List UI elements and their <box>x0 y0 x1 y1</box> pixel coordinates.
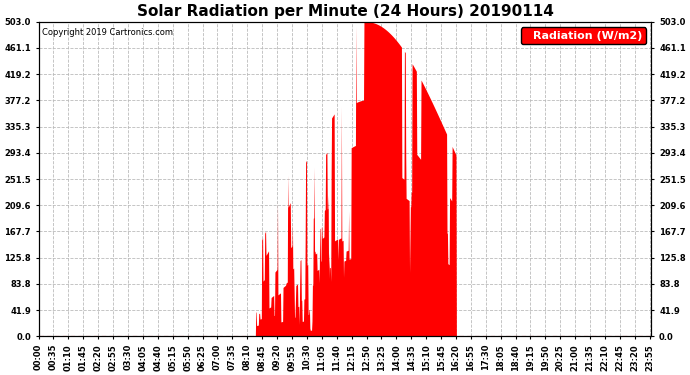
Text: Copyright 2019 Cartronics.com: Copyright 2019 Cartronics.com <box>41 28 172 37</box>
Title: Solar Radiation per Minute (24 Hours) 20190114: Solar Radiation per Minute (24 Hours) 20… <box>137 4 553 19</box>
Legend: Radiation (W/m2): Radiation (W/m2) <box>521 27 646 44</box>
